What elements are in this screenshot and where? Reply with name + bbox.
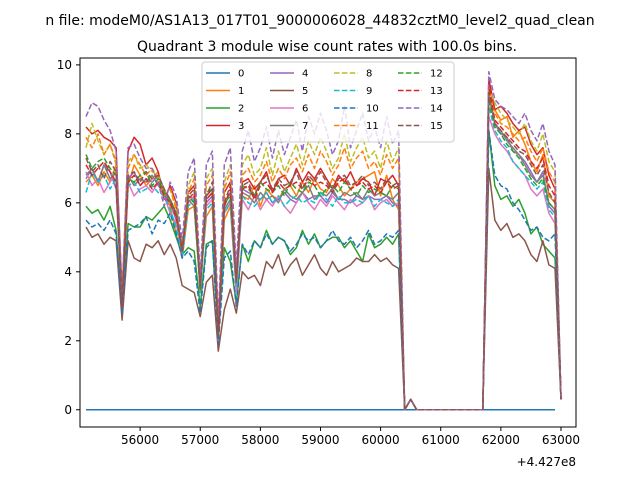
legend-label-0: 0 bbox=[238, 69, 244, 80]
legend-label-6: 6 bbox=[302, 104, 308, 115]
legend-label-7: 7 bbox=[302, 121, 308, 132]
legend-label-5: 5 bbox=[302, 86, 308, 97]
y-tick-label: 2 bbox=[64, 334, 72, 348]
x-tick-label: 63000 bbox=[542, 433, 580, 447]
x-tick-label: 61000 bbox=[422, 433, 460, 447]
y-tick-label: 8 bbox=[64, 127, 72, 141]
x-axis-ticks: 56000 57000 58000 59000 60000 61000 62000 63000 bbox=[121, 427, 580, 447]
legend-label-1: 1 bbox=[238, 86, 244, 97]
legend-label-2: 2 bbox=[238, 104, 244, 115]
legend-label-11: 11 bbox=[366, 121, 379, 132]
series-line-9 bbox=[85, 105, 562, 411]
legend-label-12: 12 bbox=[430, 69, 443, 80]
y-axis-ticks: 0 2 4 6 8 10 bbox=[57, 58, 80, 417]
x-tick-label: 59000 bbox=[301, 433, 339, 447]
x-tick-label: 58000 bbox=[241, 433, 279, 447]
y-tick-label: 0 bbox=[64, 403, 72, 417]
legend-label-3: 3 bbox=[238, 121, 244, 132]
series-line-5 bbox=[85, 167, 562, 411]
x-tick-label: 56000 bbox=[121, 433, 159, 447]
y-tick-label: 10 bbox=[57, 58, 72, 72]
legend-label-9: 9 bbox=[366, 86, 372, 97]
legend-label-8: 8 bbox=[366, 69, 372, 80]
legend-label-10: 10 bbox=[366, 104, 379, 115]
plot-frame bbox=[79, 57, 577, 428]
chart-suptitle: n file: modeM0/AS1A13_017T01_9000006028_… bbox=[45, 13, 594, 29]
legend-label-4: 4 bbox=[302, 69, 308, 80]
legend-label-15: 15 bbox=[430, 121, 443, 132]
x-tick-label: 57000 bbox=[181, 433, 219, 447]
y-tick-label: 4 bbox=[64, 265, 72, 279]
x-offset-label: +4.427e8 bbox=[517, 455, 576, 469]
legend-label-13: 13 bbox=[430, 86, 443, 97]
chart-title: Quadrant 3 module wise count rates with … bbox=[137, 39, 517, 55]
legend-box bbox=[201, 61, 455, 143]
x-tick-label: 62000 bbox=[482, 433, 520, 447]
x-tick-label: 60000 bbox=[362, 433, 400, 447]
series-line-6 bbox=[85, 115, 562, 411]
series-line-15 bbox=[85, 91, 562, 411]
legend-label-14: 14 bbox=[430, 104, 443, 115]
y-tick-label: 6 bbox=[64, 196, 72, 210]
